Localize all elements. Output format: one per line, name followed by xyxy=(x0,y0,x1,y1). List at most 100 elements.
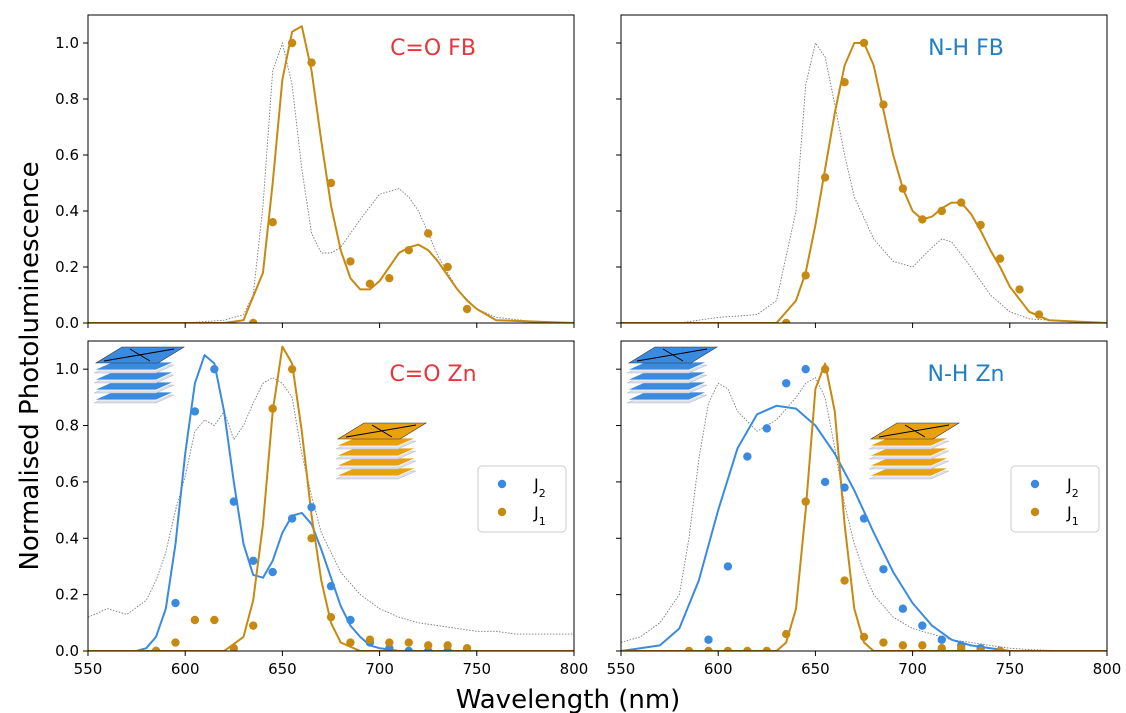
data-point xyxy=(995,646,1005,651)
data-point xyxy=(782,379,791,388)
arrow-line xyxy=(904,424,926,438)
data-point xyxy=(840,576,849,585)
stack-layer xyxy=(626,391,708,401)
stack-illustrations xyxy=(93,346,428,480)
x-tick-label: 600 xyxy=(704,660,733,678)
data-point xyxy=(879,638,888,647)
x-tick-label: 600 xyxy=(171,660,200,678)
data-point xyxy=(957,643,966,651)
data-point xyxy=(462,643,472,651)
x-tick-label: 700 xyxy=(365,660,394,678)
plot-area xyxy=(621,38,1107,323)
data-point xyxy=(995,254,1005,263)
data-point xyxy=(210,364,219,374)
stack-illustrations xyxy=(626,346,961,480)
data-point xyxy=(859,632,869,642)
stack-layer xyxy=(868,437,950,447)
stack-layer xyxy=(335,447,417,457)
x-tick-label: 700 xyxy=(898,660,927,678)
stack-layer xyxy=(626,381,708,391)
data-point xyxy=(801,271,810,280)
data-point xyxy=(268,567,277,577)
y-axis-title: Normalised Photoluminescence xyxy=(15,161,45,570)
stack-layer xyxy=(93,371,175,381)
y-tick-label: 0.8 xyxy=(55,90,79,108)
data-point xyxy=(229,497,238,506)
data-point xyxy=(976,220,985,230)
data-point xyxy=(249,556,258,566)
reference-spectrum-line xyxy=(88,377,574,635)
legend-marker xyxy=(1030,507,1040,517)
data-point xyxy=(443,641,452,650)
data-point xyxy=(151,646,161,651)
legend-box xyxy=(477,465,567,533)
data-point xyxy=(859,38,869,48)
data-point xyxy=(840,483,849,492)
data-point xyxy=(704,646,713,651)
data-point xyxy=(404,646,413,651)
y-tick-label: 0.4 xyxy=(55,529,79,547)
data-point xyxy=(820,477,830,487)
legend-box xyxy=(1010,465,1100,533)
axes-frame xyxy=(620,14,1108,324)
data-point xyxy=(326,178,336,188)
data-point xyxy=(762,646,771,651)
data-point xyxy=(190,407,200,416)
data-point xyxy=(346,638,355,647)
axes-frame xyxy=(87,14,575,324)
data-point xyxy=(326,612,336,622)
legend-marker xyxy=(1030,479,1040,489)
stack-layer xyxy=(868,457,950,467)
y-tick-label: 0.4 xyxy=(55,202,79,220)
data-point xyxy=(743,452,752,461)
data-point xyxy=(898,184,908,193)
data-point xyxy=(820,364,830,374)
data-point xyxy=(879,565,888,574)
arrow-line xyxy=(636,348,708,362)
data-point xyxy=(937,643,946,651)
reference-spectrum-line xyxy=(621,376,1107,651)
data-point xyxy=(859,514,869,523)
stack-layer xyxy=(93,361,175,371)
data-point xyxy=(1015,285,1024,294)
data-point xyxy=(1034,310,1044,319)
legend-marker xyxy=(497,507,507,517)
data-point xyxy=(326,581,336,591)
data-point xyxy=(307,503,316,512)
data-point xyxy=(404,246,413,255)
panel-title: C=O Zn xyxy=(389,362,476,387)
data-point xyxy=(898,604,908,613)
panel-title: C=O FB xyxy=(390,36,476,61)
data-point xyxy=(801,497,810,506)
data-point xyxy=(307,534,316,543)
data-point xyxy=(462,304,472,314)
data-point xyxy=(743,646,752,651)
data-point xyxy=(287,38,297,48)
y-tick-label: 0.0 xyxy=(55,314,79,332)
data-point xyxy=(898,641,908,650)
data-point xyxy=(918,621,927,630)
y-tick-label: 0.6 xyxy=(55,473,79,491)
axes-frame xyxy=(620,340,1108,652)
stack-layer xyxy=(626,361,708,371)
stack-layer xyxy=(335,457,417,467)
arrow-line xyxy=(103,348,175,362)
data-point xyxy=(840,78,849,87)
data-point xyxy=(268,404,277,413)
y-tick-label: 1.0 xyxy=(55,360,79,378)
data-point xyxy=(976,646,985,651)
chart-panel: N-H FB xyxy=(616,14,1108,328)
data-point xyxy=(404,638,413,647)
data-point xyxy=(801,364,810,374)
data-point xyxy=(782,629,791,639)
stack-layer xyxy=(868,467,950,477)
data-point xyxy=(249,318,258,323)
data-point xyxy=(307,58,316,67)
plot-area xyxy=(621,362,1107,651)
arrow-line xyxy=(878,424,950,438)
data-point xyxy=(937,206,946,216)
